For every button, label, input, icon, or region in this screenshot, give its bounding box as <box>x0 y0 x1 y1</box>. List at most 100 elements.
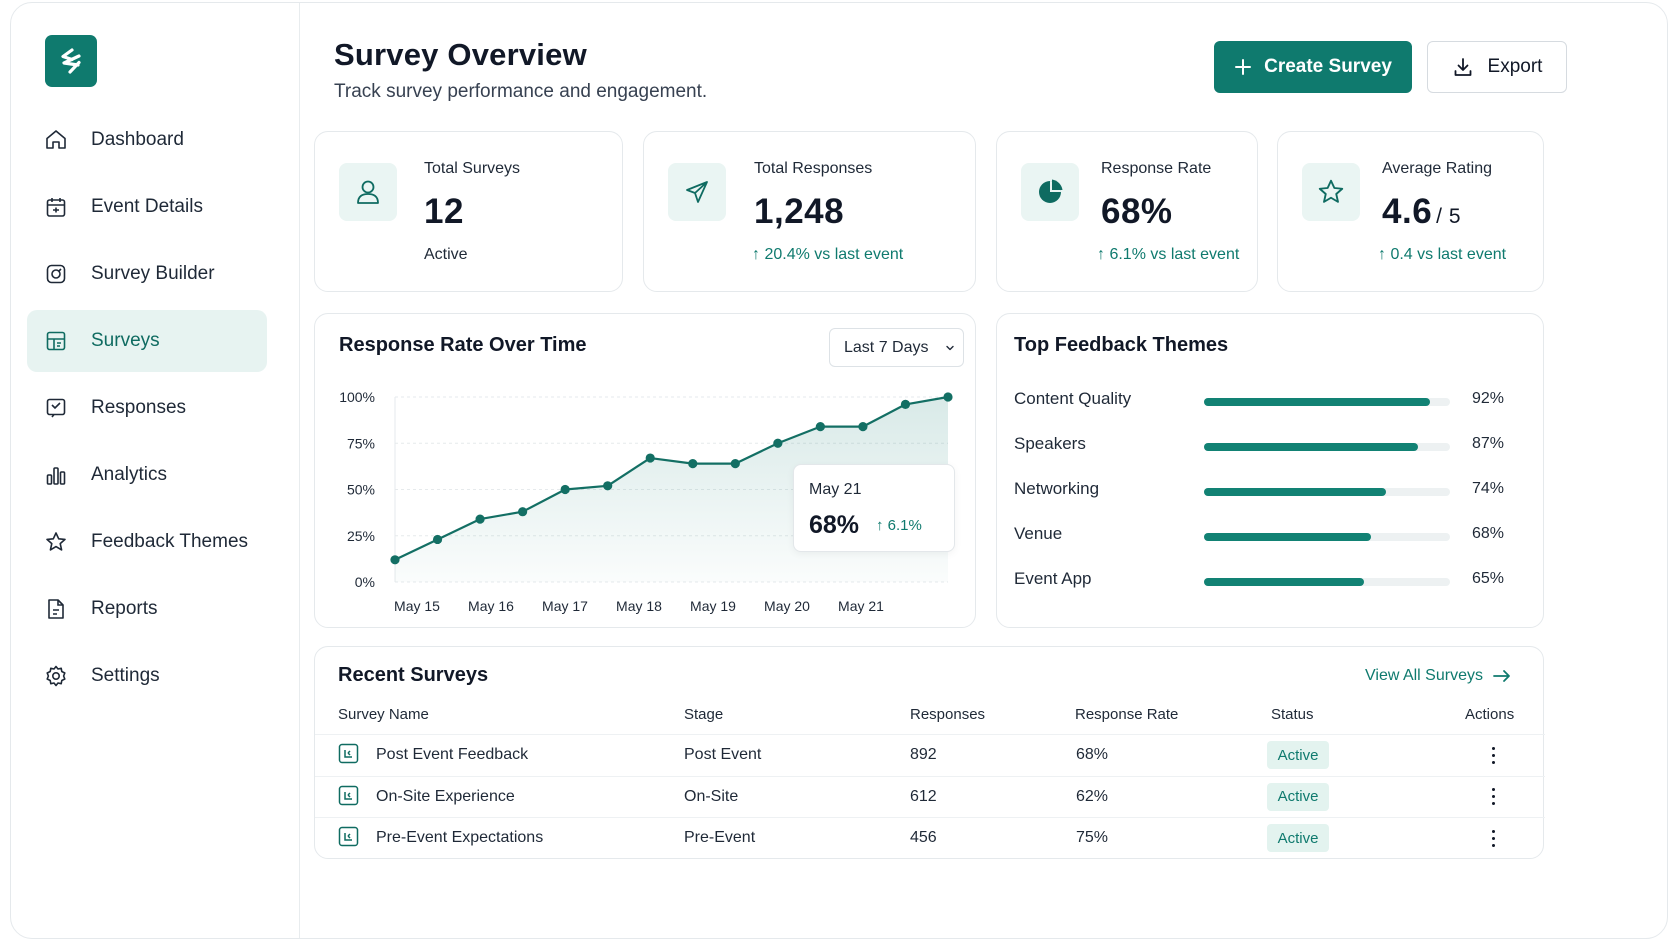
stat-card-total-surveys: Total Surveys 12 Active <box>314 131 623 292</box>
survey-response-rate: 68% <box>1076 746 1109 763</box>
stat-value-number: 4.6 <box>1382 192 1433 231</box>
pie-icon <box>1021 163 1079 221</box>
survey-stage: On-Site <box>684 787 739 805</box>
sidebar: Dashboard Event Details Survey Builder S… <box>11 3 300 938</box>
chevron-down-icon <box>946 345 955 350</box>
date-range-value: Last 7 Days <box>844 338 929 356</box>
sidebar-item-reports[interactable]: Reports <box>27 578 267 640</box>
stat-label: Response Rate <box>1101 160 1212 177</box>
data-point <box>390 555 400 565</box>
stat-label: Average Rating <box>1382 160 1492 177</box>
calendar-icon <box>44 195 68 219</box>
view-all-surveys-link[interactable]: View All Surveys <box>1365 667 1511 685</box>
survey-name[interactable]: Post Event Feedback <box>376 746 529 763</box>
stat-label: Total Surveys <box>424 160 521 177</box>
theme-value: 87% <box>1472 435 1505 452</box>
user-icon <box>339 163 397 221</box>
stat-trend: ↑ 20.4% vs last event <box>752 246 904 263</box>
row-actions-button[interactable] <box>1485 824 1501 852</box>
survey-doc-icon <box>338 785 359 805</box>
chart-title: Response Rate Over Time <box>339 334 587 356</box>
theme-progress-track <box>1204 488 1450 496</box>
theme-progress-track <box>1204 398 1450 406</box>
data-point <box>432 534 443 545</box>
data-point <box>688 459 698 469</box>
home-icon <box>44 128 68 152</box>
stat-trend-text: 20.4% vs last event <box>764 246 904 263</box>
sidebar-item-label: Responses <box>91 397 187 418</box>
tooltip-delta: ↑ 6.1% <box>876 517 922 534</box>
themes-title: Top Feedback Themes <box>1014 334 1229 356</box>
stat-trend: ↑ 0.4 vs last event <box>1378 246 1507 263</box>
y-tick-label: 0% <box>355 574 375 590</box>
view-all-label: View All Surveys <box>1365 667 1483 684</box>
stat-value: 4.6/ 5 <box>1382 192 1461 232</box>
sidebar-item-surveys[interactable]: Surveys <box>27 310 267 372</box>
x-tick-label: May 21 <box>838 598 884 614</box>
create-survey-button[interactable]: Create Survey <box>1214 41 1412 93</box>
theme-progress-track <box>1204 443 1450 451</box>
x-tick-label: May 17 <box>542 598 588 614</box>
kebab-dot <box>1491 760 1495 764</box>
table-row[interactable]: Pre-Event Expectations Pre-Event 456 75% Act… <box>315 817 1545 858</box>
theme-row: Venue 68% <box>1014 524 1514 548</box>
y-tick-label: 25% <box>347 528 375 544</box>
survey-stage: Pre-Event <box>684 829 756 846</box>
stat-card-response-rate: Response Rate 68% ↑ 6.1% vs last event <box>996 131 1258 292</box>
row-actions-button[interactable] <box>1485 783 1501 811</box>
sidebar-item-settings[interactable]: Settings <box>27 645 267 707</box>
status-badge: Active <box>1267 782 1329 811</box>
theme-progress-fill <box>1204 443 1419 451</box>
column-header: Response Rate <box>1075 706 1179 723</box>
stat-card-total-responses: Total Responses 1,248 ↑ 20.4% vs last ev… <box>643 131 976 292</box>
star-icon <box>1302 163 1360 221</box>
stat-trend-text: 0.4 vs last event <box>1390 246 1507 263</box>
sidebar-item-survey-builder[interactable]: Survey Builder <box>27 243 267 305</box>
survey-name[interactable]: Pre-Event Expectations <box>376 829 544 846</box>
report-icon <box>44 597 68 621</box>
theme-value: 68% <box>1472 525 1505 542</box>
y-tick-label: 100% <box>339 389 375 405</box>
sidebar-item-analytics[interactable]: Analytics <box>27 444 267 506</box>
row-actions-button[interactable] <box>1485 741 1501 769</box>
theme-progress-fill <box>1204 533 1372 541</box>
stat-value-suffix: / 5 <box>1436 205 1462 228</box>
sidebar-item-feedback-themes[interactable]: Feedback Themes <box>27 511 267 573</box>
table-row[interactable]: On-Site Experience On-Site 612 62% Active <box>315 775 1545 817</box>
tooltip-delta-text: 6.1% <box>887 517 922 534</box>
stat-trend-text: 6.1% vs last event <box>1109 246 1240 263</box>
app-logo[interactable] <box>45 35 97 87</box>
sidebar-item-label: Surveys <box>91 330 160 351</box>
x-tick-label: May 20 <box>764 598 810 614</box>
sidebar-item-label: Analytics <box>91 464 168 485</box>
survey-name[interactable]: On-Site Experience <box>376 787 515 805</box>
date-range-select[interactable]: Last 7 Days <box>829 328 964 367</box>
survey-doc-icon <box>338 826 359 847</box>
chart-tooltip: May 21 68% ↑ 6.1% <box>793 464 955 552</box>
y-tick-label: 75% <box>347 435 375 451</box>
logo-icon <box>61 48 81 74</box>
x-tick-label: May 19 <box>690 598 736 614</box>
kebab-dot <box>1491 836 1495 840</box>
data-point <box>560 484 570 495</box>
response-rate-chart-card: Response Rate Over Time Last 7 Days 100%… <box>314 313 976 628</box>
theme-label: Networking <box>1014 479 1100 498</box>
theme-value: 92% <box>1472 390 1505 407</box>
export-button[interactable]: Export <box>1427 41 1567 93</box>
sidebar-item-label: Reports <box>91 598 158 619</box>
stat-trend: ↑ 6.1% vs last event <box>1097 246 1240 263</box>
tooltip-date: May 21 <box>809 481 862 498</box>
sidebar-item-responses[interactable]: Responses <box>27 377 267 439</box>
data-point <box>730 459 740 469</box>
table-row[interactable]: Post Event Feedback Post Event 892 68% Activ… <box>315 734 1545 775</box>
theme-label: Content Quality <box>1014 389 1132 408</box>
stat-label: Total Responses <box>754 160 873 177</box>
sidebar-item-event-details[interactable]: Event Details <box>27 176 267 238</box>
data-point <box>900 399 911 409</box>
theme-row: Content Quality 92% <box>1014 389 1514 413</box>
tooltip-value: 68% <box>809 511 860 539</box>
theme-row: Event App 65% <box>1014 569 1514 593</box>
sidebar-item-dashboard[interactable]: Dashboard <box>27 109 267 171</box>
kebab-dot <box>1491 843 1495 847</box>
data-point <box>773 438 783 448</box>
